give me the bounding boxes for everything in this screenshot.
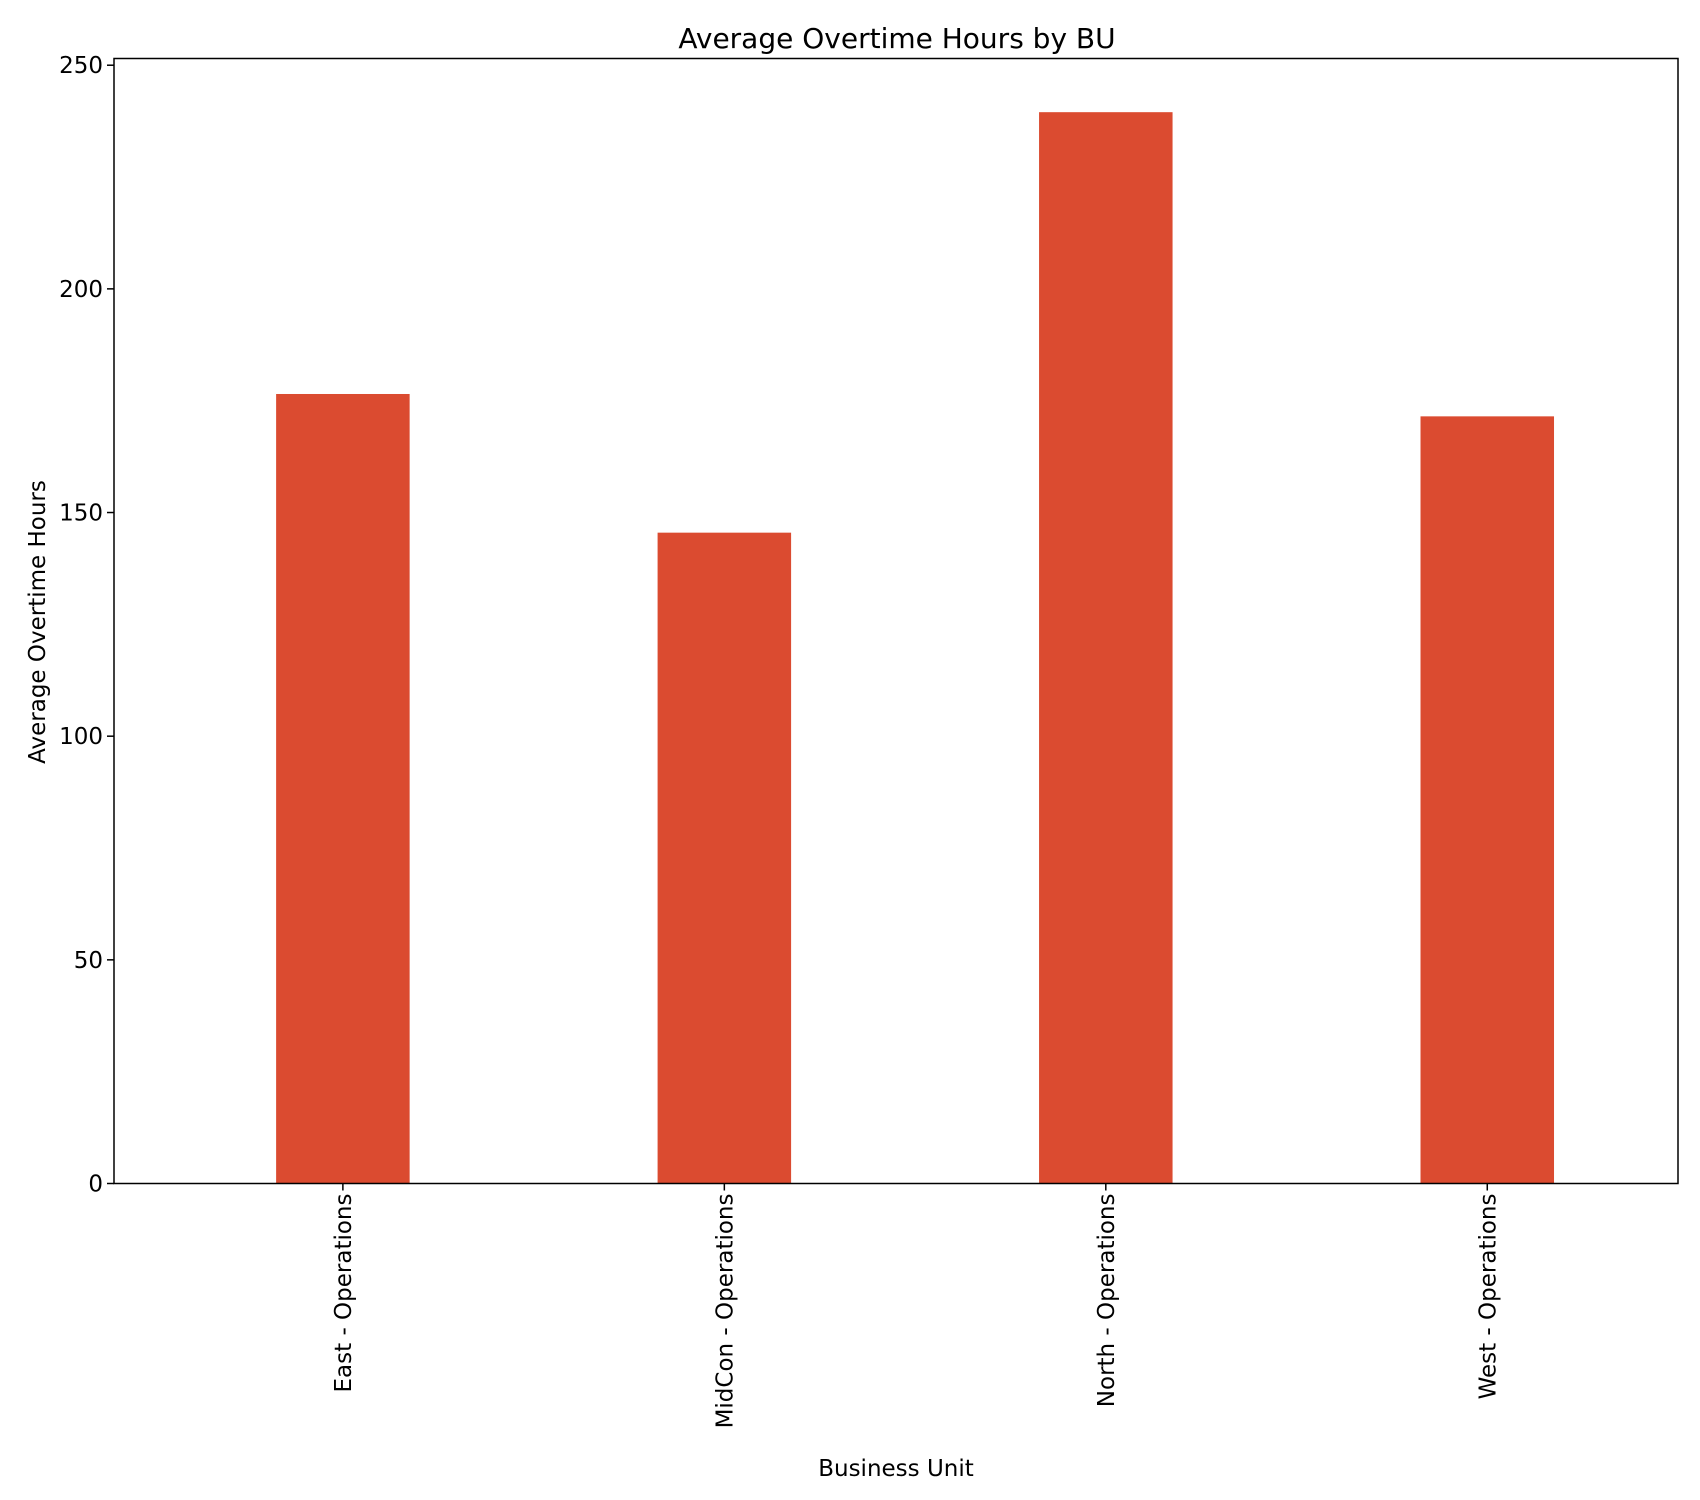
- x-axis: East - Operations MidCon - Operations Nort…: [331, 1183, 1501, 1429]
- y-tick-label: 200: [59, 277, 103, 303]
- plot-frame: [113, 57, 1679, 1185]
- x-tick-label: North - Operations: [1094, 1194, 1120, 1408]
- y-axis-title: Average Overtime Hours: [25, 480, 51, 764]
- y-tick-label: 150: [59, 501, 103, 527]
- bar-0: [276, 393, 410, 1184]
- x-tick-label: West - Operations: [1475, 1194, 1501, 1400]
- y-axis: 0 50 100 150 200 250: [59, 53, 114, 1198]
- bars-layer: [276, 112, 1555, 1184]
- chart-title: Average Overtime Hours by BU: [678, 22, 1115, 55]
- bar-1: [657, 532, 792, 1184]
- x-axis-title: Business Unit: [818, 1456, 974, 1482]
- bar-3: [1420, 416, 1555, 1184]
- x-tick-label: East - Operations: [331, 1194, 357, 1393]
- y-tick-label: 250: [59, 53, 103, 79]
- bar-2: [1039, 112, 1173, 1184]
- y-tick-label: 100: [59, 724, 103, 750]
- y-tick-label: 0: [88, 1172, 103, 1198]
- x-tick-label: MidCon - Operations: [712, 1194, 738, 1429]
- y-tick-label: 50: [74, 948, 103, 974]
